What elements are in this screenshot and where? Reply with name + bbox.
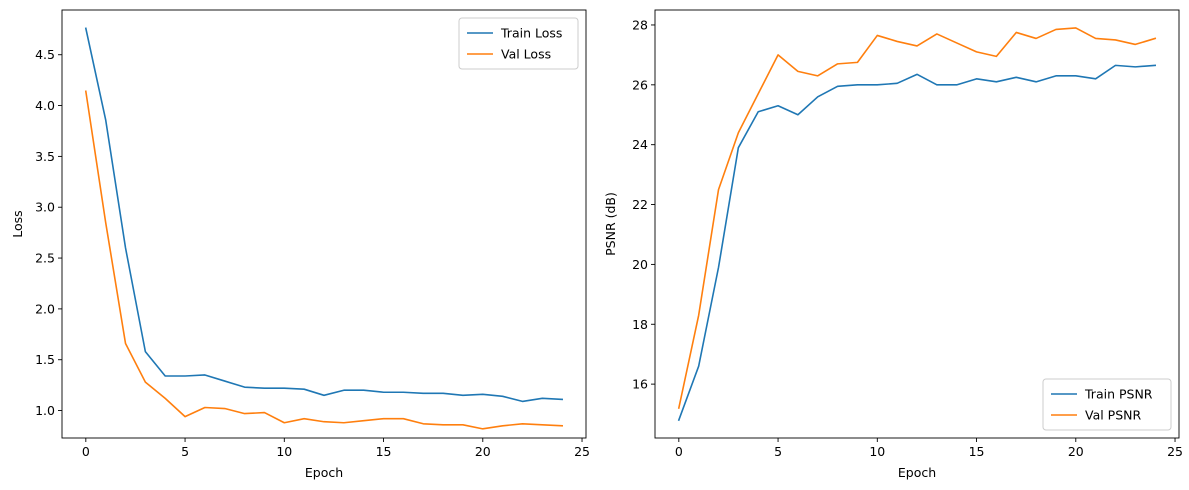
y-axis-label: Loss xyxy=(10,210,25,237)
x-tick-label: 15 xyxy=(376,444,392,459)
x-tick-label: 25 xyxy=(574,444,590,459)
legend-box xyxy=(458,17,579,70)
x-tick-label: 20 xyxy=(1068,444,1084,459)
axes-frame xyxy=(61,9,587,439)
legend: Train PSNR Val PSNR xyxy=(1042,378,1172,431)
legend-entry: Val Loss xyxy=(501,47,551,62)
y-tick-label: 2.5 xyxy=(35,251,55,266)
legend-entry: Train Loss xyxy=(500,26,562,41)
legend-entry: Val PSNR xyxy=(1085,408,1142,423)
legend: Train Loss Val Loss xyxy=(458,17,579,70)
y-tick-label: 22 xyxy=(632,197,648,212)
x-axis-label: Epoch xyxy=(305,465,343,480)
y-tick-label: 20 xyxy=(632,257,648,272)
x-tick-label: 20 xyxy=(475,444,491,459)
x-tick-label: 0 xyxy=(82,444,90,459)
y-tick-label: 28 xyxy=(632,17,648,32)
x-tick-label: 0 xyxy=(675,444,683,459)
y-tick-label: 3.5 xyxy=(35,149,55,164)
x-tick-label: 10 xyxy=(276,444,292,459)
x-tick-label: 5 xyxy=(181,444,189,459)
y-tick-label: 26 xyxy=(632,77,648,92)
y-tick-label: 4.0 xyxy=(35,98,55,113)
x-tick-label: 10 xyxy=(869,444,885,459)
legend-entry: Train PSNR xyxy=(1084,387,1153,402)
y-tick-label: 24 xyxy=(632,137,648,152)
series-line-train-loss xyxy=(84,27,564,403)
series-line-val-loss xyxy=(84,90,564,430)
y-axis-label: PSNR (dB) xyxy=(603,192,618,256)
y-tick-label: 1.0 xyxy=(35,403,55,418)
y-tick-label: 16 xyxy=(632,377,648,392)
y-tick-label: 1.5 xyxy=(35,352,55,367)
loss-chart: 0 5 10 15 20 25 1.0 1.5 2.0 2.5 3.0 3.5 4.0 4.5 Epoch L… xyxy=(10,9,590,480)
y-tick-label: 3.0 xyxy=(35,200,55,215)
y-tick-label: 2.0 xyxy=(35,301,55,316)
legend-box xyxy=(1042,378,1172,431)
y-tick-label: 18 xyxy=(632,317,648,332)
x-tick-label: 15 xyxy=(969,444,985,459)
x-axis-label: Epoch xyxy=(898,465,936,480)
series-line-train-psnr xyxy=(677,64,1157,422)
y-tick-label: 4.5 xyxy=(35,47,55,62)
axes-frame xyxy=(654,9,1180,439)
series-line-val-psnr xyxy=(677,27,1157,410)
psnr-chart: 0 5 10 15 20 25 16 18 20 22 24 26 28 Epoch PSNR (dB) Tr… xyxy=(603,9,1183,480)
x-tick-label: 25 xyxy=(1167,444,1183,459)
x-tick-label: 5 xyxy=(774,444,782,459)
